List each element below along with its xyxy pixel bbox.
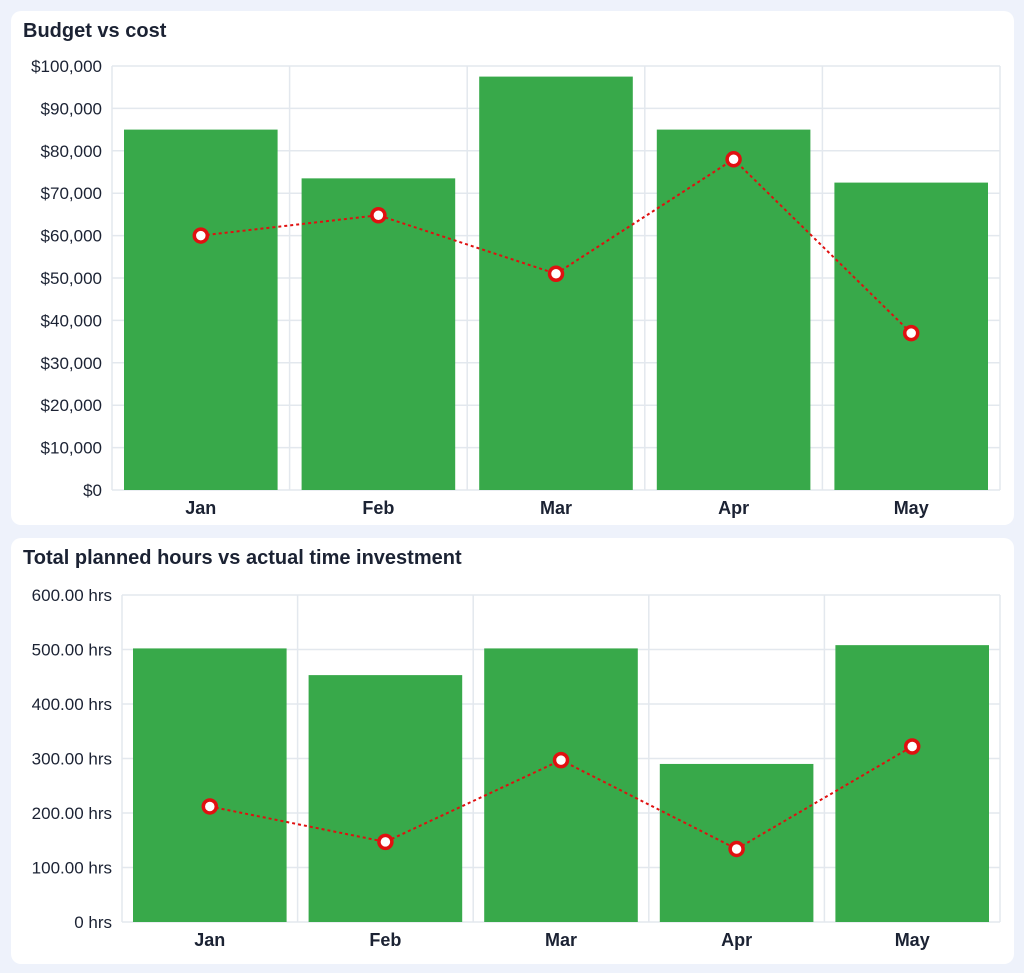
bar-may — [835, 645, 989, 922]
line-point-marker — [201, 798, 219, 815]
x-tick-label: May — [895, 930, 930, 950]
hours-vs-time-card: Total planned hours vs actual time inves… — [11, 538, 1014, 964]
y-tick-label: $0 — [83, 481, 102, 500]
x-tick-label: Apr — [721, 930, 752, 950]
x-tick-label: Jan — [194, 930, 225, 950]
y-tick-label: 600.00 hrs — [32, 586, 112, 605]
y-tick-label: 200.00 hrs — [32, 804, 112, 823]
y-tick-label: $30,000 — [41, 354, 102, 373]
bar-jan — [133, 648, 287, 922]
hours-vs-time-chart: 0 hrs 100.00 hrs 200.00 hrs 300.00 hrs 400.0… — [32, 586, 1001, 950]
line-point-marker — [192, 227, 210, 244]
x-tick-label: Feb — [362, 498, 394, 518]
y-tick-label: $50,000 — [41, 269, 102, 288]
bar-mar — [484, 648, 638, 922]
x-tick-label: Jan — [185, 498, 216, 518]
line-point-marker — [902, 324, 920, 342]
line-point-marker — [547, 265, 565, 283]
y-tick-label: $60,000 — [41, 227, 102, 246]
y-tick-label: 100.00 hrs — [32, 859, 112, 878]
y-tick-label: $80,000 — [41, 142, 102, 161]
line-point-marker — [725, 151, 742, 168]
y-tick-label: $10,000 — [41, 439, 102, 458]
bar-feb — [308, 675, 463, 922]
x-tick-label: Apr — [718, 498, 749, 518]
x-tick-label: Feb — [369, 930, 401, 950]
x-tick-label: Mar — [540, 498, 572, 518]
bar-feb — [301, 178, 456, 491]
line-point-marker — [903, 738, 921, 755]
chart-title: Budget vs cost — [23, 20, 167, 42]
y-tick-label: $90,000 — [41, 99, 102, 118]
y-tick-label: 0 hrs — [74, 913, 112, 932]
y-tick-label: 300.00 hrs — [32, 750, 112, 769]
x-tick-label: May — [894, 498, 929, 518]
chart-title: Total planned hours vs actual time inves… — [23, 547, 462, 569]
line-point-marker — [728, 840, 745, 858]
y-tick-label: $70,000 — [41, 184, 102, 203]
budget-vs-cost-card: Budget vs cost $0 $10,000 $20,000 $30,000 $4… — [11, 11, 1014, 525]
x-tick-label: Mar — [545, 930, 577, 950]
line-point-marker — [370, 206, 387, 224]
y-tick-label: $20,000 — [41, 396, 102, 415]
budget-vs-cost-chart: $0 $10,000 $20,000 $30,000 $40,000 $50,000 $60… — [31, 57, 1001, 518]
y-tick-label: 400.00 hrs — [32, 695, 112, 714]
line-point-marker — [552, 751, 570, 769]
y-tick-label: 500.00 hrs — [32, 641, 112, 660]
line-point-marker — [377, 833, 394, 851]
bar-apr — [656, 129, 811, 490]
y-tick-label: $40,000 — [41, 311, 102, 330]
bar-mar — [479, 76, 633, 490]
bar-jan — [124, 129, 278, 490]
y-tick-label: $100,000 — [31, 57, 102, 76]
